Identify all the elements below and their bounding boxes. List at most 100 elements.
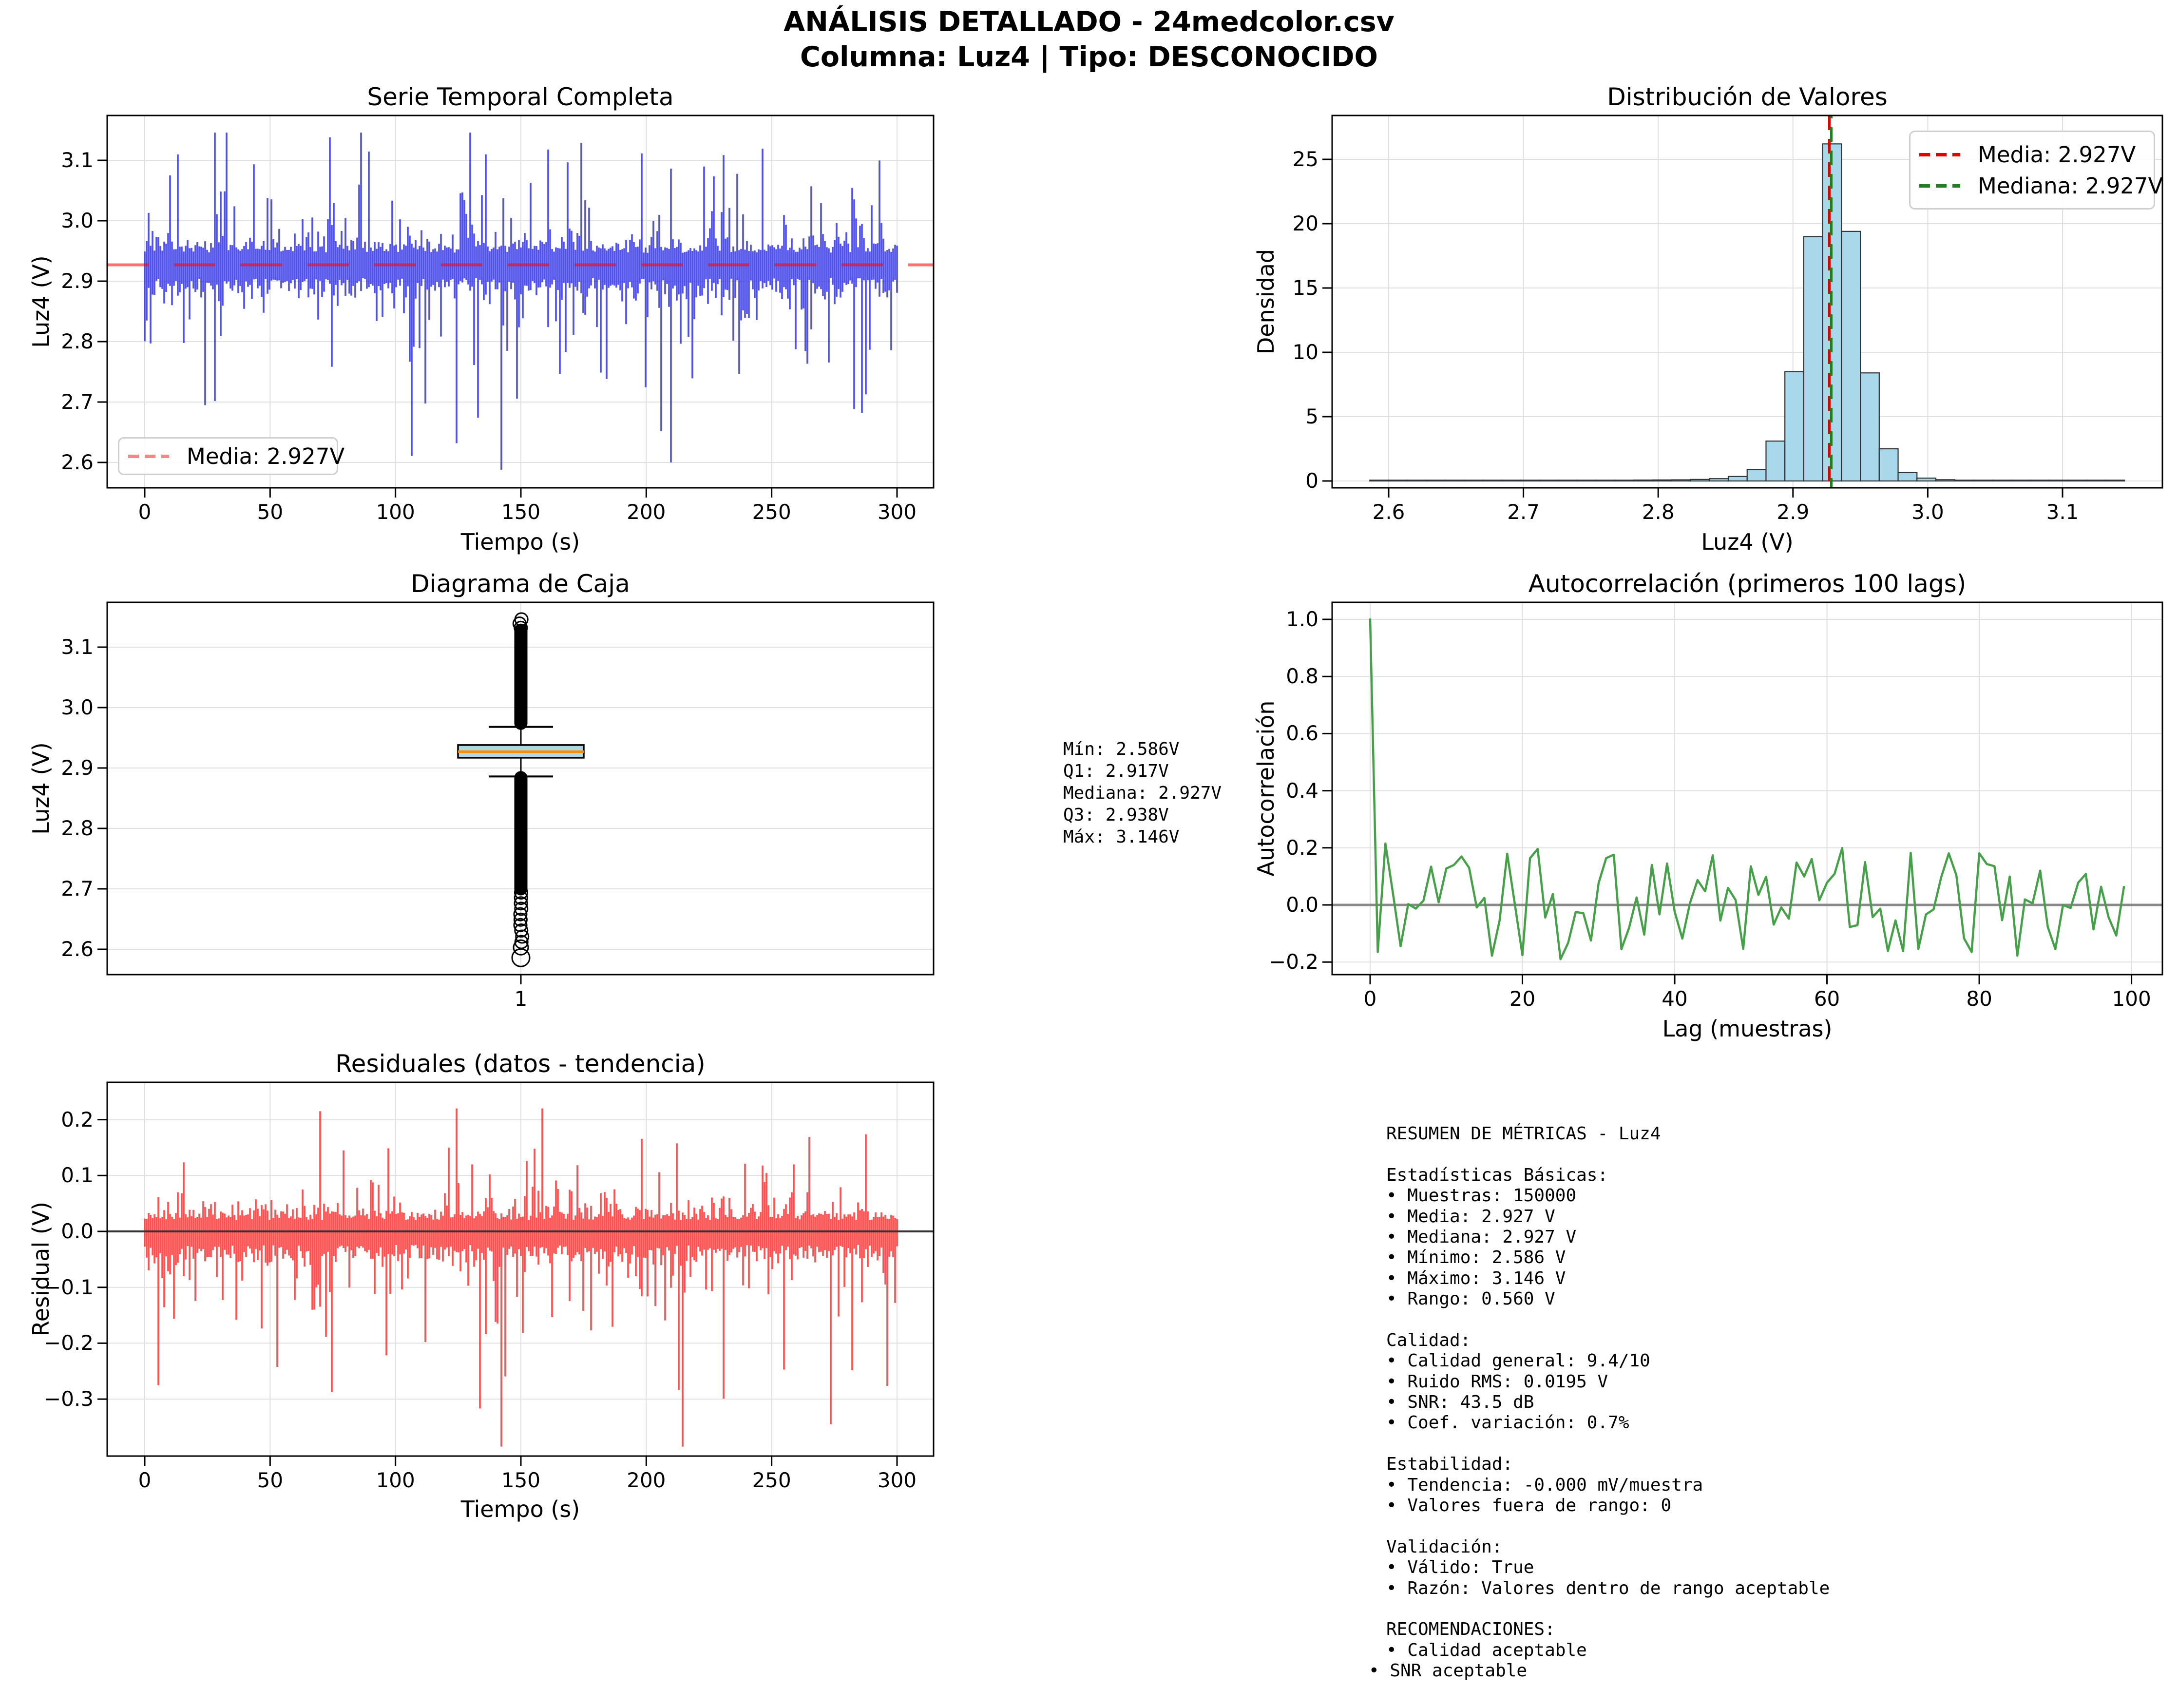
serie-plot bbox=[97, 115, 935, 498]
metrics-line: • SNR aceptable bbox=[1369, 1661, 1528, 1681]
resid-ytick-label: −0.2 bbox=[44, 1331, 94, 1355]
metrics-line: • SNR: 43.5 dB bbox=[1386, 1392, 1534, 1413]
metrics-line: • Media: 2.927 V bbox=[1386, 1206, 1555, 1227]
metrics-line: Calidad: bbox=[1386, 1330, 1471, 1350]
legend-row-mediana: Mediana: 2.927V bbox=[1919, 170, 2163, 201]
metrics-line: • Ruido RMS: 0.0195 V bbox=[1386, 1371, 1608, 1392]
title-box: Diagrama de Caja bbox=[411, 570, 630, 598]
boxplot-stats-text: Mín: 2.586V Q1: 2.917V Mediana: 2.927V Q3: … bbox=[1063, 738, 1222, 848]
hist-ytick-label: 5 bbox=[1305, 404, 1318, 428]
box-ytick-label: 2.8 bbox=[61, 816, 94, 840]
title-serie: Serie Temporal Completa bbox=[367, 83, 674, 111]
metrics-line: Estabilidad: bbox=[1386, 1454, 1513, 1475]
serie-xtick-label: 200 bbox=[627, 500, 666, 524]
resid-ytick-label: 0.0 bbox=[61, 1219, 94, 1243]
legend-serie: Media: 2.927V bbox=[118, 437, 344, 475]
boxplot-stat-line: Mediana: 2.927V bbox=[1063, 783, 1222, 803]
legend-label-media: Media: 2.927V bbox=[187, 443, 345, 469]
legend-label-mediana: Mediana: 2.927V bbox=[1978, 173, 2163, 199]
acf-xtick-label: 100 bbox=[2112, 987, 2151, 1011]
xlabel-acf: Lag (muestras) bbox=[1662, 1016, 1833, 1042]
serie-ytick-label: 2.8 bbox=[61, 329, 94, 353]
legend-label-media: Media: 2.927V bbox=[1978, 141, 2136, 168]
xlabel-resid: Tiempo (s) bbox=[460, 1496, 580, 1522]
serie-xtick-label: 150 bbox=[501, 500, 541, 524]
metrics-line bbox=[1386, 1516, 1830, 1536]
serie-ytick-label: 2.9 bbox=[61, 269, 94, 293]
metrics-line: • Válido: True bbox=[1386, 1557, 1534, 1578]
metrics-line: • Mediana: 2.927 V bbox=[1386, 1227, 1577, 1247]
acf-ytick-label: 1.0 bbox=[1286, 607, 1318, 631]
acf-ytick-label: 0.4 bbox=[1286, 778, 1318, 803]
serie-ytick-label: 3.0 bbox=[61, 209, 94, 232]
resid-xtick-label: 0 bbox=[138, 1468, 152, 1492]
hist-xtick-label: 3.1 bbox=[2046, 500, 2079, 524]
hist-ytick-label: 25 bbox=[1292, 147, 1318, 171]
serie-xtick-label: 300 bbox=[877, 500, 917, 524]
metrics-line: • Calidad aceptable bbox=[1386, 1640, 1587, 1660]
resid-xtick-label: 50 bbox=[257, 1468, 284, 1492]
resid-ytick-label: −0.3 bbox=[44, 1387, 94, 1411]
metrics-line bbox=[1386, 1599, 1830, 1619]
metrics-line: • Tendencia: -0.000 mV/muestra bbox=[1386, 1475, 1703, 1495]
metrics-line: • Rango: 0.560 V bbox=[1386, 1289, 1555, 1309]
resid-ytick-label: 0.1 bbox=[61, 1163, 94, 1188]
acf-ytick-label: 0.8 bbox=[1286, 664, 1318, 689]
resid-xtick-label: 150 bbox=[501, 1468, 541, 1492]
hist-plot bbox=[1322, 115, 2163, 498]
boxplot-stat-line: Máx: 3.146V bbox=[1063, 827, 1180, 847]
hist-xtick-label: 2.6 bbox=[1372, 500, 1405, 524]
mean-dash-icon bbox=[128, 454, 169, 458]
metrics-line: • Máximo: 3.146 V bbox=[1386, 1268, 1566, 1288]
box-ytick-label: 2.6 bbox=[61, 937, 94, 961]
metrics-line: Estadísticas Básicas: bbox=[1386, 1165, 1608, 1185]
hist-xtick-label: 2.7 bbox=[1507, 500, 1540, 524]
resid-xtick-label: 250 bbox=[752, 1468, 791, 1492]
serie-ytick-label: 2.6 bbox=[61, 450, 94, 474]
metrics-summary-text: RESUMEN DE MÉTRICAS - Luz4 Estadísticas … bbox=[1369, 1124, 1830, 1682]
metrics-line: RESUMEN DE MÉTRICAS - Luz4 bbox=[1386, 1124, 1661, 1144]
box-ytick-label: 3.1 bbox=[61, 635, 94, 659]
acf-plot bbox=[1322, 601, 2163, 984]
legend-row-media: Media: 2.927V bbox=[1919, 139, 2145, 170]
boxplot-stat-line: Q3: 2.938V bbox=[1063, 805, 1169, 825]
metrics-line: Validación: bbox=[1386, 1536, 1503, 1557]
serie-xtick-label: 100 bbox=[376, 500, 415, 524]
metrics-line bbox=[1386, 1310, 1830, 1330]
acf-ytick-label: 0.6 bbox=[1286, 721, 1318, 746]
metrics-line: • Coef. variación: 0.7% bbox=[1386, 1413, 1629, 1433]
mean-dash-icon bbox=[1919, 153, 1960, 156]
acf-ytick-label: 0.0 bbox=[1286, 893, 1318, 917]
box-plot bbox=[97, 601, 935, 984]
xlabel-hist: Luz4 (V) bbox=[1701, 529, 1794, 555]
figure-title-line1: ANÁLISIS DETALLADO - 24medcolor.csv bbox=[783, 6, 1395, 38]
acf-xtick-label: 60 bbox=[1814, 987, 1840, 1011]
legend-row-media: Media: 2.927V bbox=[128, 443, 344, 469]
metrics-line: • Muestras: 150000 bbox=[1386, 1186, 1577, 1206]
xlabel-serie: Tiempo (s) bbox=[460, 529, 580, 555]
hist-ytick-label: 20 bbox=[1292, 211, 1318, 235]
acf-ytick-label: 0.2 bbox=[1286, 835, 1318, 860]
resid-xtick-label: 300 bbox=[877, 1468, 917, 1492]
hist-xtick-label: 2.8 bbox=[1642, 500, 1675, 524]
resid-ytick-label: −0.1 bbox=[44, 1275, 94, 1299]
median-dash-icon bbox=[1919, 184, 1960, 188]
metrics-line bbox=[1386, 1144, 1830, 1165]
metrics-line: • Valores fuera de rango: 0 bbox=[1386, 1496, 1672, 1516]
resid-xtick-label: 100 bbox=[376, 1468, 415, 1492]
metrics-line: • Razón: Valores dentro de rango aceptab… bbox=[1386, 1578, 1830, 1598]
serie-xtick-label: 250 bbox=[752, 500, 791, 524]
acf-xtick-label: 20 bbox=[1509, 987, 1536, 1011]
title-hist: Distribución de Valores bbox=[1607, 83, 1888, 111]
acf-xtick-label: 80 bbox=[1966, 987, 1992, 1011]
serie-xtick-label: 50 bbox=[257, 500, 284, 524]
serie-xtick-label: 0 bbox=[138, 500, 152, 524]
metrics-line: • Mínimo: 2.586 V bbox=[1386, 1247, 1566, 1268]
box-xtick-label: 1 bbox=[514, 987, 528, 1011]
hist-ytick-label: 10 bbox=[1292, 340, 1318, 364]
box-ytick-label: 2.7 bbox=[61, 877, 94, 901]
box-ytick-label: 3.0 bbox=[61, 695, 94, 719]
metrics-line: • Calidad general: 9.4/10 bbox=[1386, 1351, 1650, 1371]
